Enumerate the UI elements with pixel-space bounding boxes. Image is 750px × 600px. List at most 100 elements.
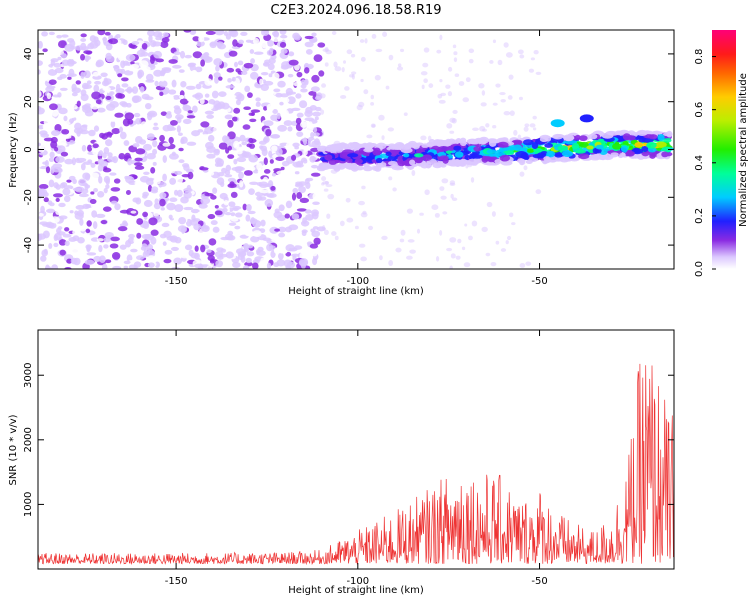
noise-blob <box>95 99 102 105</box>
noise-blob <box>168 94 174 102</box>
noise-blob <box>169 197 178 203</box>
noise-blob <box>62 233 72 238</box>
noise-blob <box>103 237 111 243</box>
noise-blob <box>304 35 314 40</box>
noise-blob <box>257 167 263 176</box>
sparse-noise-blob <box>455 255 461 260</box>
noise-blob <box>60 53 67 59</box>
sparse-noise-blob <box>371 124 376 128</box>
sparse-noise-blob <box>530 57 535 61</box>
noise-blob <box>238 171 244 179</box>
noise-blob <box>38 107 45 115</box>
noise-blob <box>103 166 108 171</box>
noise-blob <box>128 66 135 72</box>
noise-blob <box>141 42 148 50</box>
noise-blob <box>125 176 135 184</box>
sparse-noise-blob <box>359 39 365 43</box>
noise-blob <box>239 134 246 142</box>
noise-blob <box>111 251 121 260</box>
noise-blob <box>84 259 95 265</box>
sparse-noise-blob <box>322 181 329 185</box>
noise-blob <box>215 65 220 72</box>
noise-blob <box>118 152 126 160</box>
noise-blob <box>229 181 235 187</box>
noise-blob <box>291 213 300 220</box>
noise-blob <box>81 188 89 194</box>
noise-blob <box>192 51 203 59</box>
noise-blob <box>277 188 287 193</box>
noise-blob <box>247 92 253 98</box>
noise-blob <box>153 177 161 185</box>
noise-blob <box>256 195 263 201</box>
sparse-noise-blob <box>327 193 335 200</box>
sparse-noise-blob <box>354 225 359 230</box>
noise-blob <box>122 220 128 226</box>
noise-blob <box>302 137 308 146</box>
noise-blob <box>293 81 302 87</box>
noise-blob <box>152 126 159 131</box>
noise-blob <box>119 131 127 140</box>
ridge-blob <box>354 158 363 164</box>
noise-blob <box>222 124 229 131</box>
noise-blob <box>97 190 105 198</box>
noise-blob <box>169 119 178 126</box>
noise-blob <box>310 38 318 43</box>
sparse-noise-blob <box>506 235 512 241</box>
noise-blob <box>266 39 274 47</box>
noise-blob <box>284 213 291 219</box>
noise-blob <box>40 255 47 262</box>
ridge-blob <box>330 145 338 152</box>
noise-blob <box>84 55 90 62</box>
sparse-noise-blob <box>388 260 394 267</box>
noise-blob <box>38 199 45 204</box>
y-tick-label: 3000 <box>23 362 34 387</box>
noise-blob <box>76 100 81 107</box>
noise-blob <box>86 220 92 227</box>
noise-blob <box>279 30 287 35</box>
noise-blob <box>147 30 155 37</box>
sparse-noise-blob <box>361 185 366 190</box>
noise-blob <box>217 172 225 177</box>
noise-blob <box>123 70 134 76</box>
sparse-noise-blob <box>368 225 374 231</box>
ridge-blob <box>347 153 359 158</box>
sparse-noise-blob <box>497 59 503 66</box>
sparse-noise-blob <box>339 220 345 227</box>
noise-blob <box>267 63 275 71</box>
noise-blob <box>50 140 58 149</box>
noise-blob <box>207 158 216 166</box>
noise-blob <box>208 238 217 246</box>
noise-blob <box>227 145 233 151</box>
noise-blob <box>51 109 59 117</box>
ridge-blob <box>513 144 523 151</box>
sparse-noise-blob <box>461 246 466 251</box>
sparse-noise-blob <box>523 165 528 171</box>
noise-blob <box>72 104 78 110</box>
noise-blob <box>279 41 287 48</box>
noise-blob <box>245 214 251 222</box>
noise-blob <box>152 161 157 166</box>
noise-blob <box>247 210 256 215</box>
noise-blob <box>61 59 70 66</box>
noise-blob <box>230 216 239 222</box>
noise-blob <box>291 253 300 257</box>
noise-blob <box>223 199 229 206</box>
sparse-noise-blob <box>346 217 354 223</box>
noise-blob <box>41 31 49 37</box>
ridge-blob <box>494 158 503 164</box>
x-tick-label: -150 <box>165 276 188 287</box>
noise-blob <box>214 250 224 258</box>
noise-blob <box>241 70 248 75</box>
noise-blob <box>227 154 235 159</box>
noise-blob <box>296 131 304 137</box>
noise-blob <box>293 245 303 250</box>
noise-blob <box>272 37 280 43</box>
y-tick-label: 1000 <box>23 492 34 517</box>
noise-blob <box>253 51 264 55</box>
noise-blob <box>105 184 110 189</box>
noise-blob <box>64 227 70 232</box>
noise-blob <box>296 71 303 78</box>
sparse-noise-blob <box>378 114 385 121</box>
noise-blob <box>201 224 210 232</box>
ridge-blob <box>374 165 382 172</box>
